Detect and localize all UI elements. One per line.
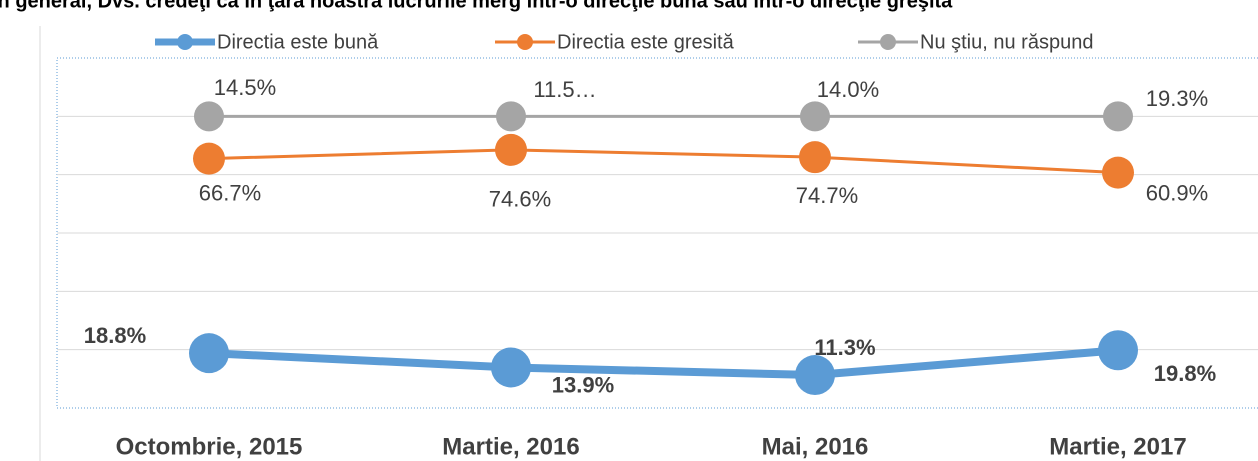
- x-tick-label: Mai, 2016: [762, 433, 869, 460]
- chart-title: În general, Dvs. credeţi că în ţara noas…: [0, 0, 953, 12]
- data-point: [799, 141, 831, 174]
- data-point: [194, 101, 224, 132]
- x-tick-label: Martie, 2016: [442, 433, 579, 460]
- data-label: 66.7%: [199, 180, 261, 205]
- data-point: [491, 347, 531, 388]
- data-label: 19.3%: [1146, 86, 1208, 111]
- data-label: 14.5%: [214, 75, 276, 100]
- x-tick-label: Martie, 2017: [1049, 433, 1186, 460]
- data-point: [495, 133, 527, 166]
- data-label: 60.9%: [1146, 180, 1208, 205]
- series-line: [208, 346, 1119, 380]
- data-point: [496, 101, 526, 132]
- data-label: 11.5…: [533, 77, 596, 102]
- data-point: [1102, 156, 1134, 189]
- series-line: [208, 148, 1119, 175]
- data-label: 74.6%: [489, 187, 551, 212]
- data-point: [1103, 101, 1133, 132]
- legend-label: Directia este bună: [217, 31, 379, 53]
- data-point: [795, 355, 835, 396]
- data-point: [800, 101, 830, 132]
- data-point: [193, 142, 225, 175]
- data-label: 11.3%: [814, 335, 875, 360]
- legend-marker: [880, 34, 896, 50]
- data-label: 74.7%: [796, 183, 858, 208]
- data-label: 13.9%: [552, 372, 614, 397]
- data-label: 14.0%: [817, 77, 879, 102]
- legend-marker: [517, 34, 533, 50]
- data-point: [1098, 330, 1138, 371]
- data-point: [189, 333, 229, 374]
- x-tick-label: Octombrie, 2015: [116, 433, 303, 460]
- legend-marker: [177, 34, 193, 50]
- data-label: 19.8%: [1154, 361, 1216, 386]
- data-label: 18.8%: [84, 323, 146, 348]
- legend-label: Nu ştiu, nu răspund: [920, 31, 1093, 53]
- legend-label: Directia este gresită: [557, 31, 735, 53]
